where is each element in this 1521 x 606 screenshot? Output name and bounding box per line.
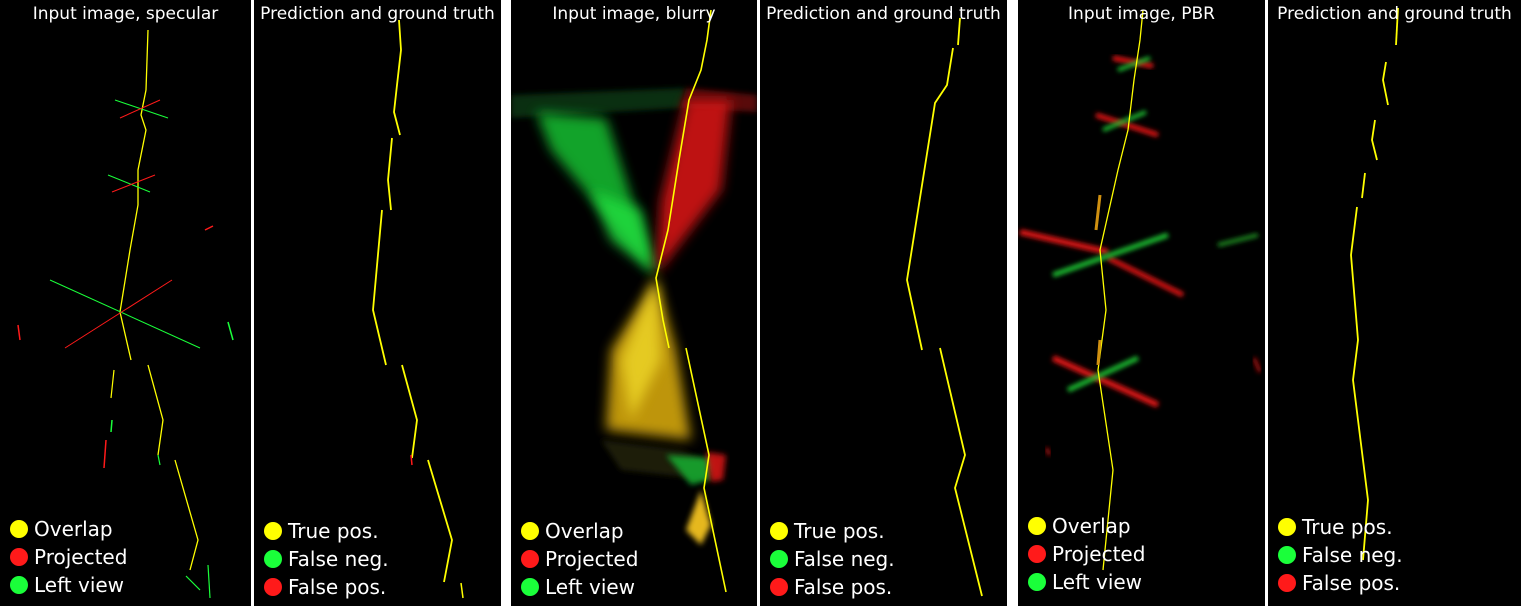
specular-prediction-image [254, 0, 501, 606]
panel-pbr-input: Input image, PBR Overlap Projected Left … [1018, 0, 1265, 606]
yellow-dot-icon [10, 520, 28, 538]
legend: True pos. False neg. False pos. [264, 517, 389, 601]
panel-blurry-prediction: Prediction and ground truth True pos. Fa… [760, 0, 1007, 606]
panel-title: Input image, PBR [1018, 4, 1265, 24]
legend-item-true-pos: True pos. [264, 517, 389, 545]
yellow-dot-icon [770, 522, 788, 540]
red-dot-icon [770, 578, 788, 596]
panel-title: Prediction and ground truth [1268, 4, 1521, 24]
red-dot-icon [264, 578, 282, 596]
yellow-dot-icon [264, 522, 282, 540]
red-dot-icon [521, 550, 539, 568]
legend-item-left-view: Left view [1028, 568, 1145, 596]
legend-item-false-pos: False pos. [264, 573, 389, 601]
legend-item-left-view: Left view [521, 573, 638, 601]
red-dot-icon [1278, 574, 1296, 592]
blurry-prediction-image [760, 0, 1007, 606]
yellow-dot-icon [1028, 517, 1046, 535]
yellow-dot-icon [521, 522, 539, 540]
panel-title: Input image, blurry [511, 4, 757, 24]
panel-specular-input: Input image, specular Overlap Projected … [0, 0, 251, 606]
legend-item-false-pos: False pos. [770, 573, 895, 601]
yellow-dot-icon [1278, 518, 1296, 536]
red-dot-icon [1028, 545, 1046, 563]
legend-item-projected: Projected [10, 543, 127, 571]
green-dot-icon [1028, 573, 1046, 591]
panel-title: Input image, specular [0, 4, 251, 24]
legend-item-left-view: Left view [10, 571, 127, 599]
legend-item-true-pos: True pos. [770, 517, 895, 545]
legend-item-projected: Projected [1028, 540, 1145, 568]
legend: True pos. False neg. False pos. [770, 517, 895, 601]
green-dot-icon [770, 550, 788, 568]
legend-item-true-pos: True pos. [1278, 513, 1403, 541]
panel-pbr-prediction: Prediction and ground truth True pos. Fa… [1268, 0, 1521, 606]
legend-item-overlap: Overlap [521, 517, 638, 545]
legend-item-overlap: Overlap [1028, 512, 1145, 540]
green-dot-icon [1278, 546, 1296, 564]
legend-item-overlap: Overlap [10, 515, 127, 543]
green-dot-icon [521, 578, 539, 596]
blurry-input-image [511, 0, 757, 606]
legend-item-false-pos: False pos. [1278, 569, 1403, 597]
panel-title: Prediction and ground truth [760, 4, 1007, 24]
legend-item-false-neg: False neg. [770, 545, 895, 573]
green-dot-icon [264, 550, 282, 568]
legend-item-false-neg: False neg. [1278, 541, 1403, 569]
green-dot-icon [10, 576, 28, 594]
legend: Overlap Projected Left view [1028, 512, 1145, 596]
legend: Overlap Projected Left view [10, 515, 127, 599]
legend-item-false-neg: False neg. [264, 545, 389, 573]
legend: Overlap Projected Left view [521, 517, 638, 601]
panel-specular-prediction: Prediction and ground truth True pos. Fa… [254, 0, 501, 606]
legend-item-projected: Projected [521, 545, 638, 573]
red-dot-icon [10, 548, 28, 566]
panel-blurry-input: Input image, blurry Overlap Projected Le… [511, 0, 757, 606]
legend: True pos. False neg. False pos. [1278, 513, 1403, 597]
panel-title: Prediction and ground truth [254, 4, 501, 24]
